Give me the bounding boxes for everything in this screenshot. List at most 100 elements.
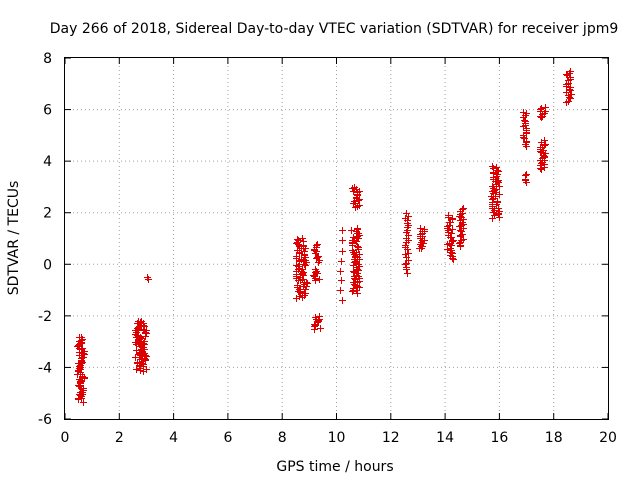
data-point	[494, 198, 501, 205]
data-point	[523, 171, 530, 178]
data-point	[144, 274, 151, 281]
plot-frame	[64, 57, 609, 420]
data-point	[303, 279, 310, 286]
data-point	[494, 167, 501, 174]
data-point	[135, 318, 142, 325]
data-point	[521, 117, 528, 124]
data-point	[403, 210, 410, 217]
data-point	[496, 208, 503, 215]
data-point	[354, 225, 361, 232]
data-point	[296, 293, 303, 300]
data-point	[537, 106, 544, 113]
data-point	[349, 288, 356, 295]
axis-ticks: 0 2 4 6 8 10 12 14 16 18 20 -6 -4 -2 0 2 4 6 8	[38, 51, 617, 446]
y-tick-label: -6	[38, 412, 52, 428]
data-point	[315, 253, 322, 260]
data-point	[299, 235, 306, 242]
data-point	[352, 276, 359, 283]
data-point	[314, 254, 321, 261]
x-tick-label: 6	[223, 430, 232, 446]
data-point	[567, 68, 574, 75]
data-point	[537, 144, 544, 151]
data-point	[313, 242, 320, 249]
data-point	[563, 71, 570, 78]
y-tick-label: -4	[38, 360, 52, 376]
data-point	[133, 347, 140, 354]
data-point	[351, 237, 358, 244]
data-point	[521, 135, 528, 142]
data-point	[445, 212, 452, 219]
data-point	[449, 226, 456, 233]
x-tick-label: 18	[545, 430, 563, 446]
data-point	[356, 202, 363, 209]
data-point	[460, 205, 467, 212]
data-point	[143, 366, 150, 373]
data-point	[76, 334, 83, 341]
data-point	[337, 268, 344, 275]
data-point	[563, 89, 570, 96]
data-point	[403, 254, 410, 261]
data-point	[567, 84, 574, 91]
y-axis-label: SDTVAR / TECUs	[6, 181, 22, 296]
data-point	[314, 241, 321, 248]
data-point	[402, 242, 409, 249]
x-axis-label: GPS time / hours	[276, 459, 393, 475]
data-point	[405, 250, 412, 257]
data-point	[541, 137, 548, 144]
data-point	[293, 253, 300, 260]
x-tick-label: 10	[328, 430, 346, 446]
data-point	[542, 104, 549, 111]
data-point	[350, 234, 357, 241]
data-point	[338, 277, 345, 284]
data-points	[74, 68, 575, 406]
data-point	[496, 214, 503, 221]
y-tick-label: 2	[43, 206, 52, 222]
y-tick-label: 8	[43, 51, 52, 67]
y-tick-label: 6	[43, 103, 52, 119]
data-point	[446, 219, 453, 226]
data-point	[568, 91, 575, 98]
data-point	[300, 238, 307, 245]
data-point	[457, 217, 464, 224]
data-point	[339, 227, 346, 234]
data-point	[447, 245, 454, 252]
chart-title: Day 266 of 2018, Sidereal Day-to-day VTE…	[50, 21, 619, 37]
x-tick-label: 16	[490, 430, 508, 446]
data-point	[351, 184, 358, 191]
data-point	[294, 236, 301, 243]
data-point	[495, 177, 502, 184]
data-point	[417, 225, 424, 232]
data-point	[495, 168, 502, 175]
data-point	[304, 280, 311, 287]
data-point	[133, 366, 140, 373]
data-point	[354, 243, 361, 250]
data-point	[402, 261, 409, 268]
data-point	[76, 383, 83, 390]
data-point	[301, 290, 308, 297]
data-point	[134, 359, 141, 366]
data-point	[449, 215, 456, 222]
data-point	[421, 237, 428, 244]
data-point	[402, 251, 409, 258]
x-tick-label: 14	[436, 430, 454, 446]
x-tick-label: 12	[382, 430, 400, 446]
y-tick-label: -2	[38, 309, 52, 325]
data-point	[295, 237, 302, 244]
data-point	[339, 248, 346, 255]
data-point	[421, 226, 428, 233]
data-point	[339, 297, 346, 304]
data-point	[489, 163, 496, 170]
data-point	[459, 206, 466, 213]
data-point	[540, 147, 547, 154]
grid-layer	[65, 58, 608, 419]
y-tick-label: 0	[43, 257, 52, 273]
data-point	[489, 183, 496, 190]
data-point	[355, 244, 362, 251]
data-point	[460, 236, 467, 243]
data-point	[520, 109, 527, 116]
data-point	[522, 172, 529, 179]
data-point	[301, 248, 308, 255]
data-point	[76, 376, 83, 383]
data-point	[495, 205, 502, 212]
